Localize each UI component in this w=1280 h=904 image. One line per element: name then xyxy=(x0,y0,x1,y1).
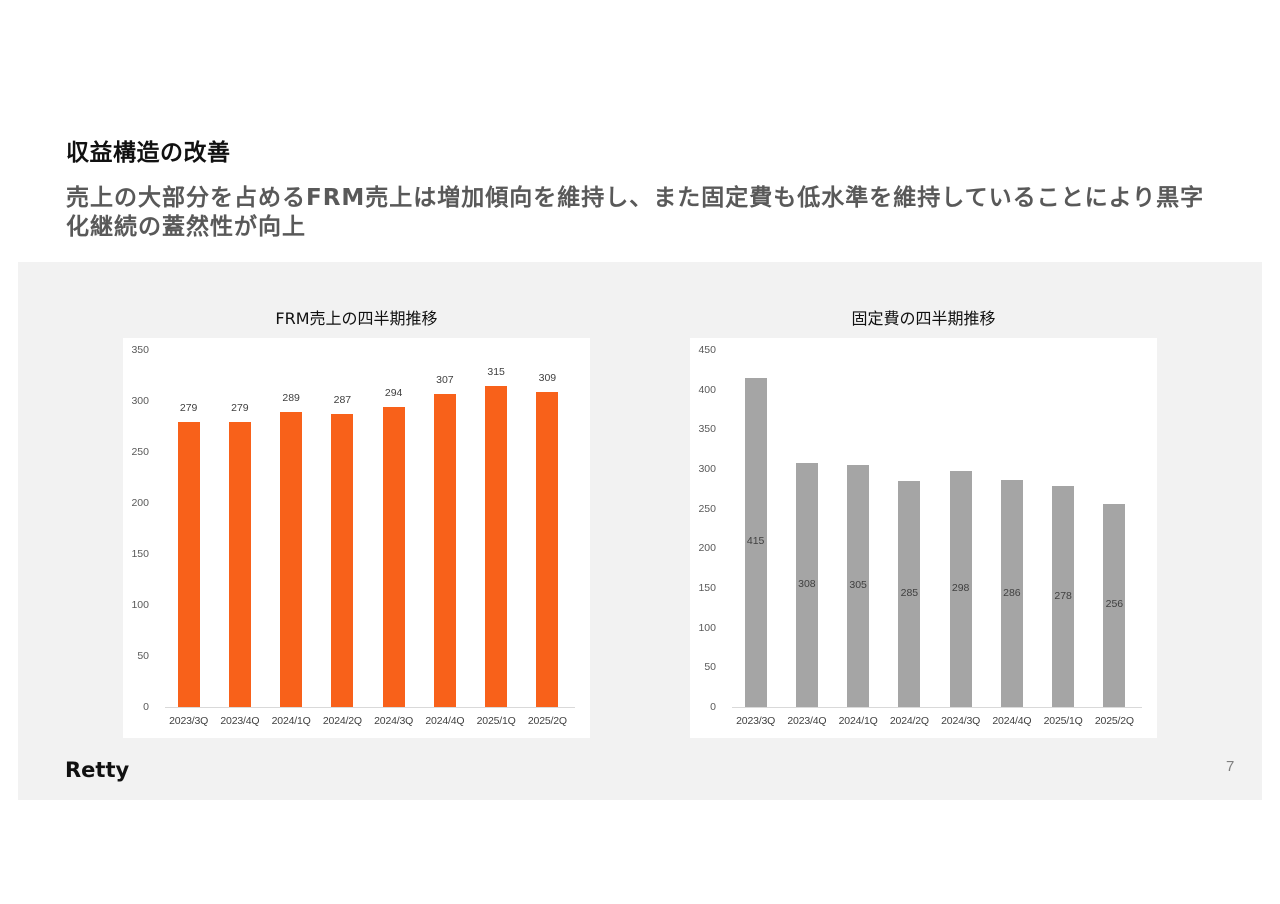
bar xyxy=(847,465,870,707)
bar xyxy=(536,391,559,707)
frm-chart-title: FRM売上の四半期推移 xyxy=(275,309,438,328)
y-axis-tick: 150 xyxy=(698,582,716,594)
bar-value-label: 278 xyxy=(1054,589,1072,602)
y-axis-tick: 0 xyxy=(143,701,149,713)
x-axis-label: 2024/1Q xyxy=(271,715,311,727)
y-axis-tick: 100 xyxy=(698,621,716,634)
bar-value-label: 309 xyxy=(538,371,557,384)
y-axis-tick: 200 xyxy=(131,497,149,509)
bar-value-label: 315 xyxy=(487,365,505,378)
slide-subtitle: 売上の大部分を占めるFRM売上は増加傾向を維持し、また固定費も低水準を維持してい… xyxy=(66,185,1205,240)
y-axis-tick: 50 xyxy=(704,661,716,674)
x-axis-label: 2024/3Q xyxy=(374,715,414,727)
bar-value-label: 289 xyxy=(282,392,300,405)
y-axis-tick: 400 xyxy=(698,383,716,396)
bar xyxy=(949,470,972,707)
x-axis-label: 2025/2Q xyxy=(1094,715,1134,727)
y-axis-tick: 350 xyxy=(131,344,149,356)
bar xyxy=(228,422,251,707)
x-axis-label: 2025/2Q xyxy=(527,715,567,727)
y-axis-tick: 350 xyxy=(698,423,716,436)
bar xyxy=(280,412,303,707)
bar xyxy=(1000,480,1023,707)
bar xyxy=(433,393,456,707)
x-axis-label: 2023/3Q xyxy=(736,715,776,727)
x-axis-label: 2025/1Q xyxy=(476,715,516,727)
bar-value-label: 256 xyxy=(1105,598,1124,611)
y-axis-tick: 300 xyxy=(131,395,149,407)
y-axis-tick: 100 xyxy=(131,599,149,611)
y-axis-tick: 450 xyxy=(698,344,716,356)
x-axis-line xyxy=(732,707,1142,708)
x-axis-label: 2024/2Q xyxy=(889,715,929,727)
bar xyxy=(382,407,405,707)
x-axis-label: 2024/3Q xyxy=(941,715,981,727)
x-axis-label: 2023/3Q xyxy=(169,715,209,727)
bar xyxy=(1052,486,1075,707)
bar-value-label: 415 xyxy=(746,535,765,548)
x-axis-label: 2024/2Q xyxy=(322,715,362,727)
bar-value-label: 279 xyxy=(231,402,249,415)
x-axis-label: 2025/1Q xyxy=(1043,715,1083,727)
frm-revenue-chart: 0 50 100 150 200 250 300 350 279 2023/3Q 279 2023/4… xyxy=(123,338,590,738)
page-number: 7 xyxy=(1226,758,1235,775)
bar-value-label: 298 xyxy=(951,581,970,594)
x-axis-label: 2024/4Q xyxy=(992,715,1032,727)
retty-logo: Retty xyxy=(65,758,130,782)
x-axis-line xyxy=(165,707,575,708)
slide-title: 収益構造の改善 xyxy=(66,140,231,166)
bar xyxy=(1103,503,1126,707)
bar-value-label: 294 xyxy=(384,387,403,400)
x-axis-label: 2023/4Q xyxy=(787,715,827,727)
x-axis-label: 2024/4Q xyxy=(425,715,465,727)
bar-value-label: 286 xyxy=(1003,586,1021,599)
y-axis-tick: 250 xyxy=(698,502,716,515)
x-axis-label: 2023/4Q xyxy=(220,715,260,727)
y-axis-tick: 0 xyxy=(710,701,716,713)
y-axis-tick: 150 xyxy=(131,548,149,560)
bar-value-label: 308 xyxy=(798,577,816,590)
y-axis-tick: 250 xyxy=(131,446,149,458)
bar xyxy=(898,480,921,707)
bar xyxy=(744,377,767,707)
bar xyxy=(485,385,508,707)
bar xyxy=(331,414,354,707)
x-axis-label: 2024/1Q xyxy=(838,715,878,727)
bar-value-label: 285 xyxy=(900,586,919,599)
bar-value-label: 307 xyxy=(436,373,454,386)
bar xyxy=(795,462,818,707)
y-axis-tick: 200 xyxy=(698,542,716,555)
y-axis-tick: 300 xyxy=(698,463,716,475)
fixed-cost-chart: 0 50 100 150 200 250 300 350 400 450 415 2023/3Q 308… xyxy=(690,338,1157,738)
bar-value-label: 305 xyxy=(849,579,867,592)
fixed-cost-chart-title: 固定費の四半期推移 xyxy=(851,309,996,328)
y-axis-tick: 50 xyxy=(137,650,149,662)
bar-value-label: 279 xyxy=(179,402,198,415)
bar-value-label: 287 xyxy=(333,394,352,407)
bar xyxy=(177,422,200,707)
